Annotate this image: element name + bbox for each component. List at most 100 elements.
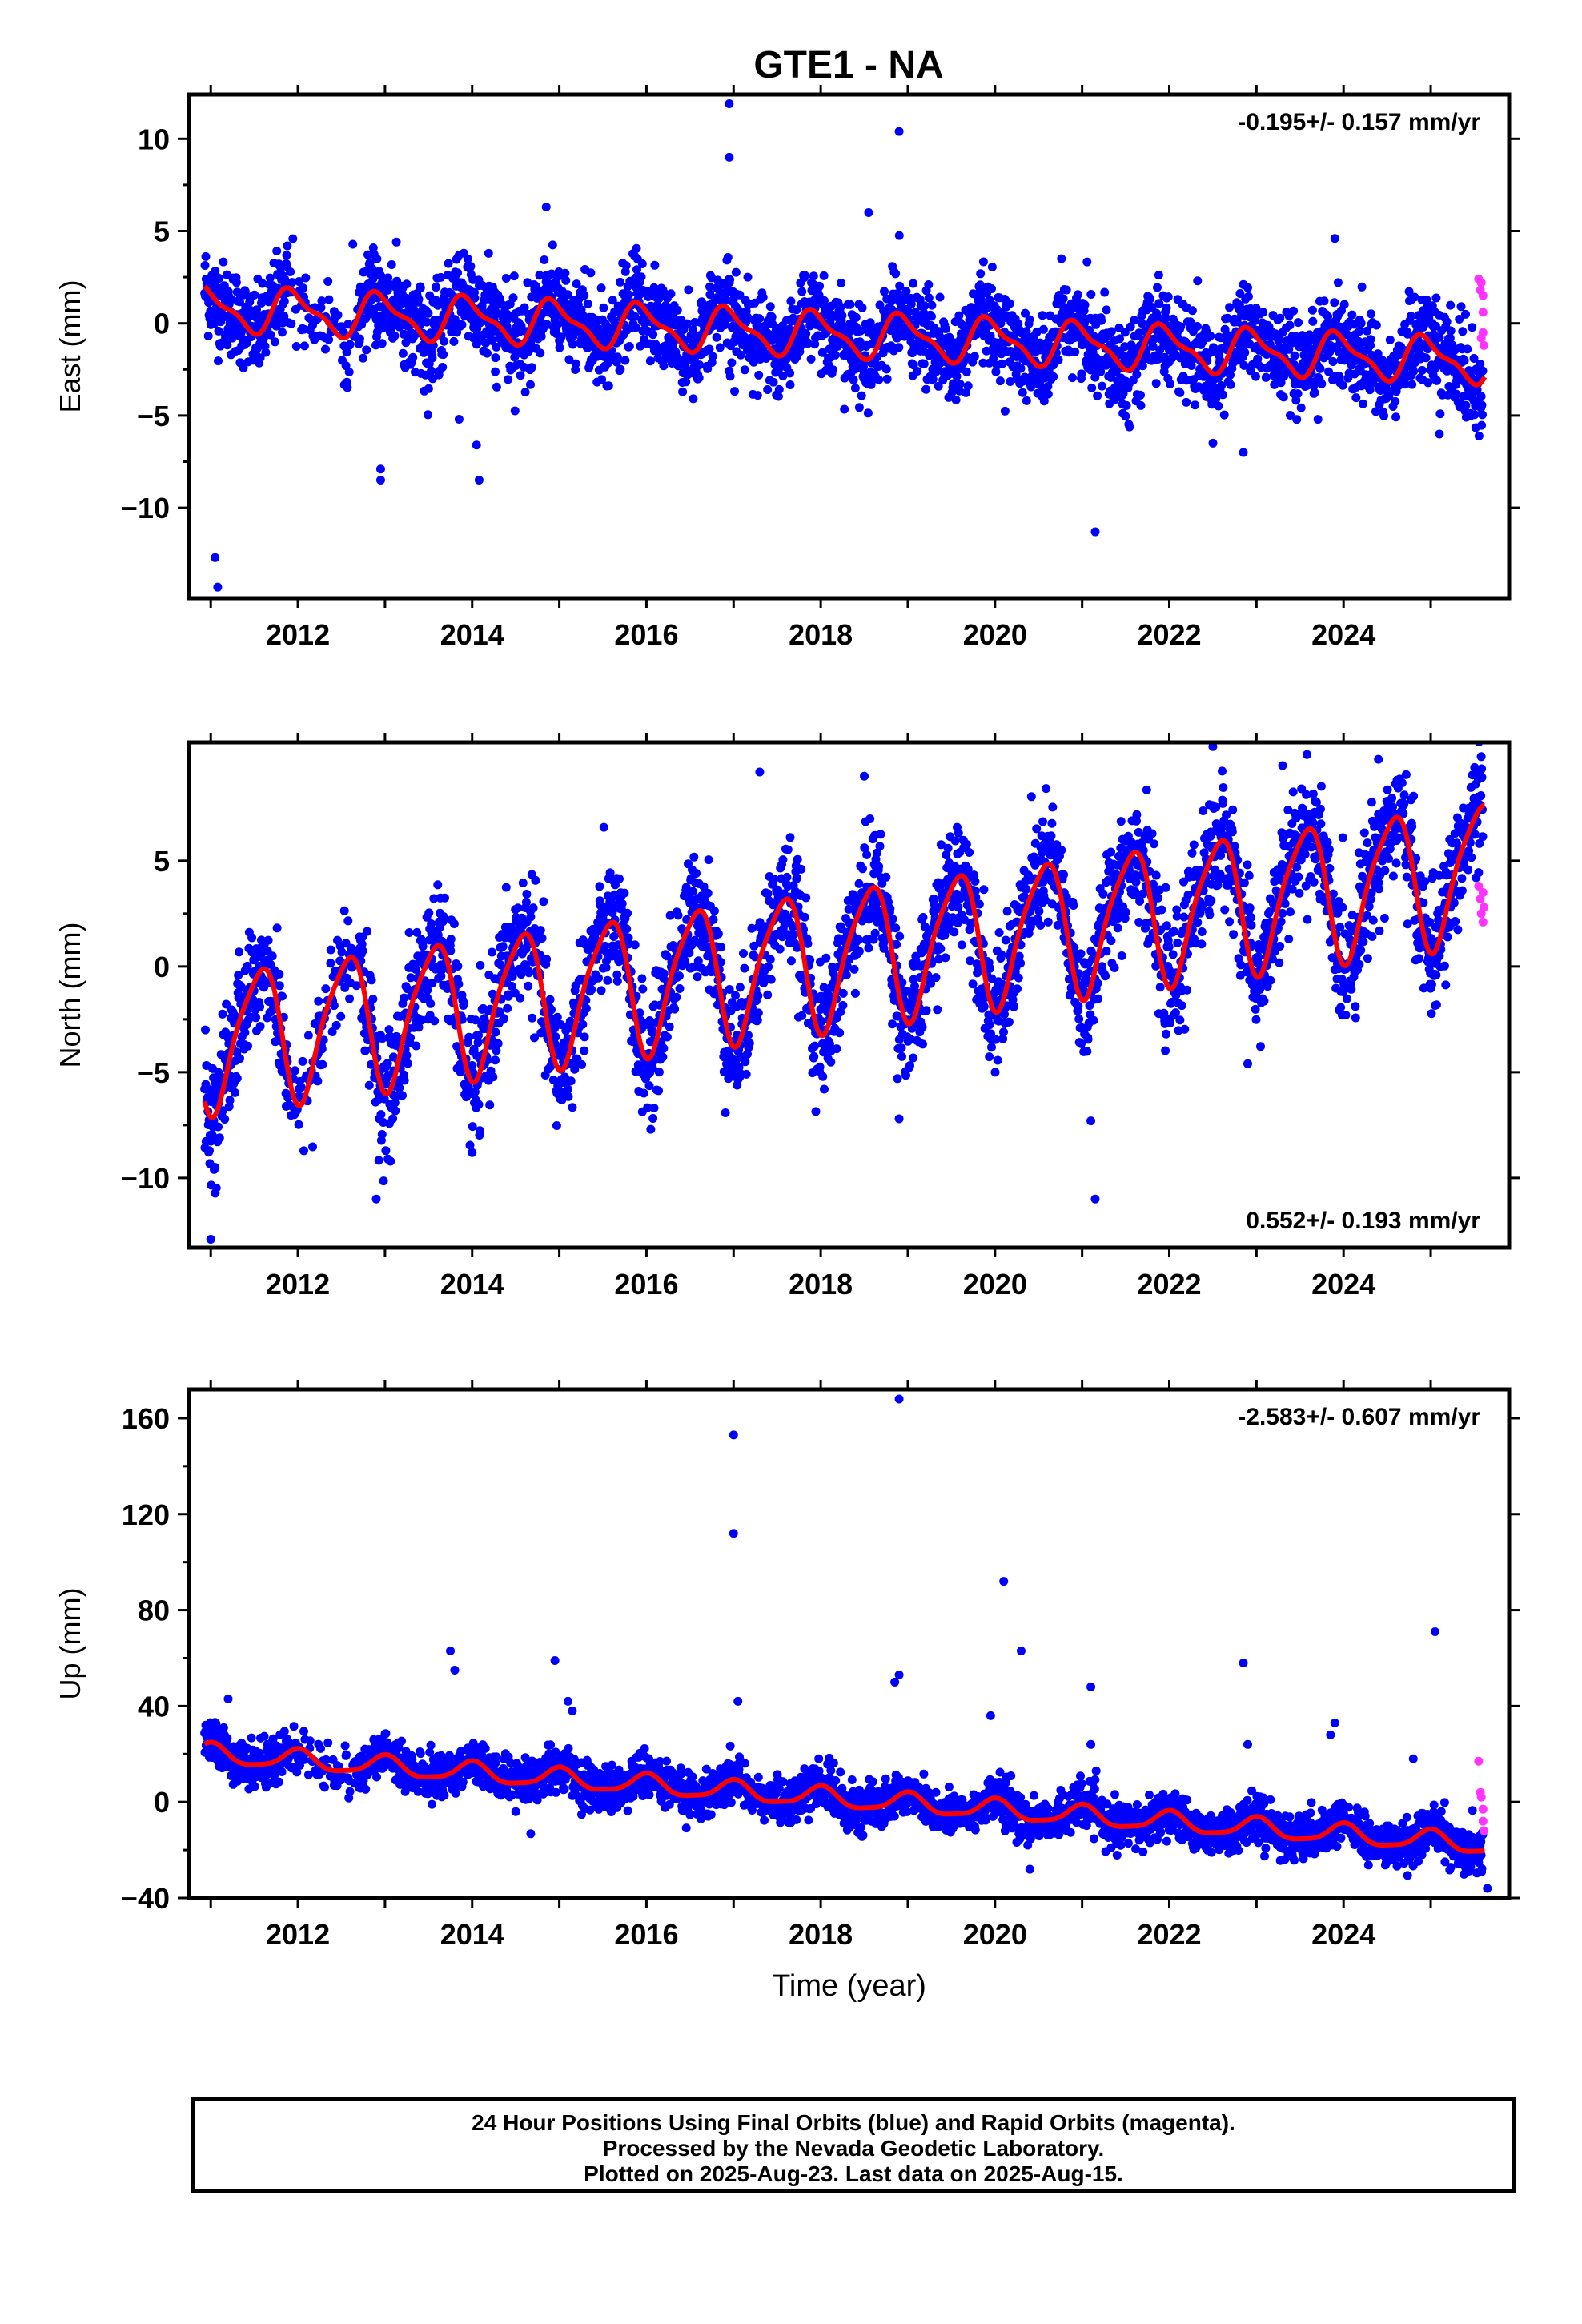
- footer-line-1: 24 Hour Positions Using Final Orbits (bl…: [472, 2110, 1235, 2135]
- up-rapid-orbit-point-5: [1479, 1826, 1488, 1835]
- east-rapid-orbit-point-5: [1479, 340, 1488, 350]
- north-outlier-point-7: [894, 1114, 904, 1124]
- north-outlier-point-12: [1374, 754, 1383, 764]
- north-y-tick-label: 0: [154, 951, 170, 983]
- up-final-orbit-points: [200, 1718, 1488, 1880]
- north-y-tick-label: −10: [121, 1162, 170, 1195]
- east-x-tick-label: 2022: [1137, 618, 1201, 651]
- up-data-points: [200, 1394, 1492, 1893]
- north-outlier-point-11: [1278, 761, 1287, 770]
- panel-north: 2012 2014 2016 2018 2020 2022 2024 −10 −5 0 5 North…: [54, 733, 1520, 1301]
- north-y-axis-label: North (mm): [54, 923, 86, 1068]
- up-outlier-point-10: [894, 1670, 904, 1679]
- up-x-tick-label: 2022: [1137, 1918, 1201, 1951]
- up-outlier-point-13: [999, 1577, 1009, 1586]
- east-outlier-point-4: [472, 440, 481, 450]
- north-outlier-point-4: [646, 1124, 656, 1134]
- up-x-tick-label: 2014: [440, 1918, 504, 1951]
- north-outlier-point-1: [211, 1163, 220, 1172]
- north-outlier-point-2: [371, 1194, 381, 1204]
- up-outlier-point-17: [1239, 1658, 1248, 1667]
- up-rate-annotation: -2.583+/- 0.607 mm/yr: [1238, 1404, 1480, 1430]
- north-x-tick-label: 2024: [1311, 1268, 1375, 1301]
- up-outlier-point-4: [563, 1696, 572, 1706]
- up-rapid-orbit-point-3: [1478, 1804, 1488, 1814]
- panel-east: 2012 2014 2016 2018 2020 2022 2024 −10 −5 0 5 10 Eas…: [54, 85, 1520, 651]
- up-outlier-point-5: [568, 1706, 577, 1715]
- east-y-tick-label: −10: [121, 492, 170, 525]
- east-x-tick-label: 2012: [266, 618, 330, 651]
- up-outlier-point-0: [223, 1694, 233, 1703]
- up-outlier-point-7: [729, 1529, 738, 1538]
- east-x-tick-label: 2020: [963, 618, 1027, 651]
- east-x-tick-label: 2016: [614, 618, 678, 651]
- up-outlier-point-3: [550, 1655, 560, 1665]
- up-y-tick-label: 80: [138, 1594, 170, 1627]
- east-y-tick-label: 10: [138, 123, 170, 155]
- north-y-tick-label: 5: [154, 845, 170, 878]
- east-data-points: [200, 99, 1488, 592]
- up-outlier-point-23: [1025, 1864, 1034, 1874]
- east-outlier-point-3: [375, 476, 385, 485]
- east-plot-frame: [187, 92, 1512, 601]
- east-y-tick-label: −5: [137, 400, 170, 432]
- east-y-tick-label: 0: [154, 308, 170, 340]
- up-rapid-orbit-point-2: [1476, 1792, 1486, 1802]
- footer-caption: 24 Hour Positions Using Final Orbits (bl…: [191, 2097, 1516, 2193]
- north-rapid-orbit-point-5: [1479, 903, 1488, 912]
- east-rapid-orbit-point-6: [1476, 333, 1486, 343]
- up-model-curve: [203, 1739, 1487, 1854]
- up-outlier-point-6: [729, 1430, 738, 1440]
- north-x-tick-label: 2022: [1137, 1268, 1201, 1301]
- footer-line-2: Processed by the Nevada Geodetic Laborat…: [602, 2136, 1105, 2161]
- up-outlier-point-14: [1016, 1646, 1026, 1655]
- north-rapid-orbit-point-0: [1474, 882, 1484, 891]
- up-plot-frame: [187, 1387, 1512, 1900]
- up-x-tick-label: 2018: [789, 1918, 853, 1951]
- north-rate-annotation: 0.552+/- 0.193 mm/yr: [1246, 1208, 1480, 1234]
- panel-up: 2012 2014 2016 2018 2020 2022 2024 −40 0 40 80 120 1…: [54, 1380, 1520, 2003]
- north-rapid-orbit-point-3: [1478, 917, 1488, 927]
- east-model-curve: [203, 284, 1488, 388]
- north-x-tick-label: 2014: [440, 1268, 504, 1301]
- panels: 2012 2014 2016 2018 2020 2022 2024 −10 −5 0 5 10 Eas…: [54, 85, 1520, 2003]
- up-outlier-point-21: [1430, 1627, 1439, 1637]
- east-outlier-point-12: [1090, 527, 1100, 537]
- up-y-axis-label: Up (mm): [54, 1588, 86, 1700]
- up-outlier-point-9: [894, 1394, 904, 1404]
- east-outlier-point-5: [474, 476, 484, 485]
- north-outlier-point-8: [1086, 1116, 1096, 1126]
- footer-line-3: Plotted on 2025-Aug-23. Last data on 202…: [584, 2161, 1123, 2186]
- north-x-tick-label: 2020: [963, 1268, 1027, 1301]
- up-x-axis-label: Time (year): [772, 1969, 926, 2003]
- figure-title: GTE1 - NA: [753, 44, 943, 86]
- up-y-tick-label: −40: [121, 1882, 170, 1915]
- up-y-tick-label: 160: [122, 1402, 170, 1435]
- north-model-curve: [202, 802, 1487, 1120]
- east-outlier-point-9: [725, 152, 734, 162]
- east-y-axis-label: East (mm): [54, 280, 86, 413]
- east-outlier-point-8: [725, 99, 734, 109]
- north-outlier-point-10: [1208, 742, 1218, 751]
- north-rapid-orbit-point-4: [1478, 887, 1488, 897]
- north-outlier-point-6: [860, 771, 869, 781]
- north-x-tick-label: 2018: [789, 1268, 853, 1301]
- north-outlier-point-5: [755, 767, 765, 777]
- up-outlier-point-18: [1243, 1739, 1252, 1749]
- east-rapid-orbit-point-2: [1476, 278, 1486, 287]
- east-outlier-point-2: [375, 464, 385, 474]
- up-x-tick-label: 2020: [963, 1918, 1027, 1951]
- east-outlier-point-15: [1435, 429, 1444, 439]
- up-outlier-point-22: [1408, 1754, 1418, 1763]
- east-rapid-orbit-point-7: [1478, 308, 1488, 317]
- east-x-tick-label: 2018: [789, 618, 853, 651]
- east-x-tick-label: 2024: [1311, 618, 1375, 651]
- up-outlier-point-15: [1086, 1682, 1096, 1691]
- north-outlier-point-3: [468, 1148, 477, 1157]
- up-y-tick-label: 0: [154, 1786, 170, 1819]
- north-outlier-point-9: [1090, 1194, 1100, 1204]
- east-rate-annotation: -0.195+/- 0.157 mm/yr: [1238, 109, 1480, 135]
- east-outlier-point-14: [1330, 234, 1339, 243]
- east-outlier-point-0: [211, 553, 220, 562]
